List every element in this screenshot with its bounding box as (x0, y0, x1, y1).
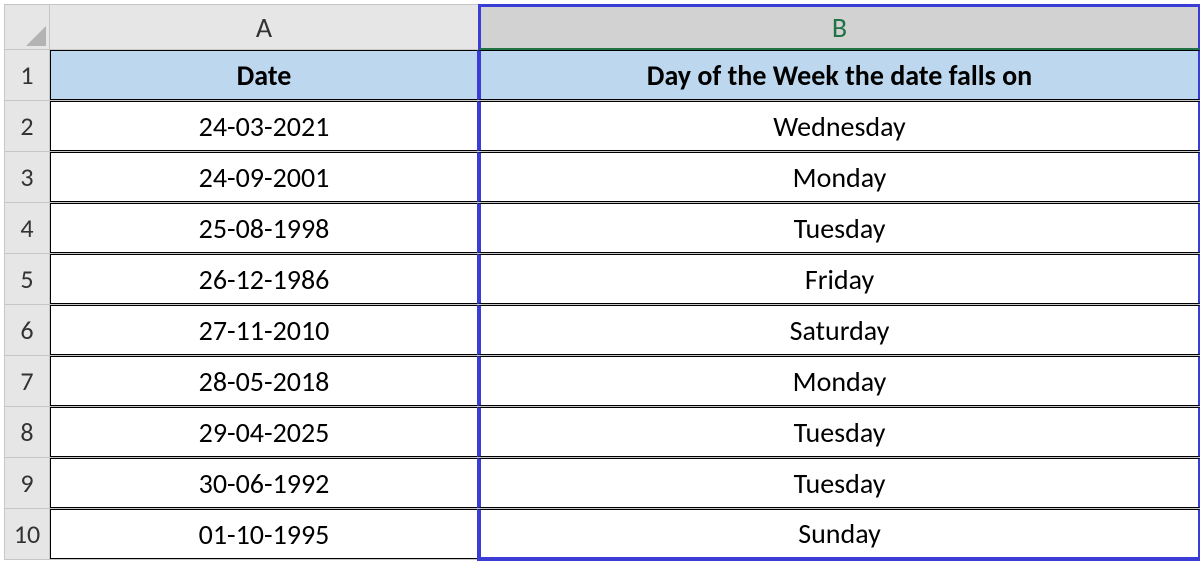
cell-b5[interactable]: Friday (477, 254, 1200, 304)
row-header[interactable]: 7 (5, 356, 49, 406)
cell-a7[interactable]: 28-05-2018 (50, 356, 478, 406)
cell-a5[interactable]: 26-12-1986 (50, 254, 478, 304)
cell-a9[interactable]: 30-06-1992 (50, 458, 478, 508)
select-all-corner[interactable] (5, 5, 49, 49)
cell-b4[interactable]: Tuesday (477, 203, 1200, 253)
spreadsheet-grid: A B 1 Date Day of the Week the date fall… (4, 4, 1200, 560)
cell-a8[interactable]: 29-04-2025 (50, 407, 478, 457)
row-header[interactable]: 6 (5, 305, 49, 355)
cell-b10[interactable]: Sunday (477, 509, 1200, 561)
row-header[interactable]: 10 (5, 509, 49, 559)
cell-b1[interactable]: Day of the Week the date falls on (477, 50, 1200, 100)
row-header[interactable]: 8 (5, 407, 49, 457)
cell-a3[interactable]: 24-09-2001 (50, 152, 478, 202)
cell-a6[interactable]: 27-11-2010 (50, 305, 478, 355)
column-header-b[interactable]: B (478, 4, 1200, 50)
cell-a2[interactable]: 24-03-2021 (50, 101, 478, 151)
cell-b2[interactable]: Wednesday (477, 101, 1200, 151)
row-header[interactable]: 1 (5, 50, 49, 100)
cell-b6[interactable]: Saturday (477, 305, 1200, 355)
cell-b7[interactable]: Monday (477, 356, 1200, 406)
column-header-a[interactable]: A (50, 5, 478, 49)
cell-a1[interactable]: Date (50, 50, 478, 100)
cell-b3[interactable]: Monday (477, 152, 1200, 202)
row-header[interactable]: 3 (5, 152, 49, 202)
row-header[interactable]: 2 (5, 101, 49, 151)
row-header[interactable]: 9 (5, 458, 49, 508)
row-header[interactable]: 4 (5, 203, 49, 253)
cell-b9[interactable]: Tuesday (477, 458, 1200, 508)
cell-b8[interactable]: Tuesday (477, 407, 1200, 457)
row-header[interactable]: 5 (5, 254, 49, 304)
cell-a4[interactable]: 25-08-1998 (50, 203, 478, 253)
cell-a10[interactable]: 01-10-1995 (50, 509, 478, 559)
